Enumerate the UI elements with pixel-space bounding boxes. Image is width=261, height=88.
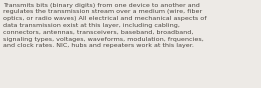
Text: Transmits bits (binary digits) from one device to another and
regulates the tran: Transmits bits (binary digits) from one … [3, 3, 207, 48]
